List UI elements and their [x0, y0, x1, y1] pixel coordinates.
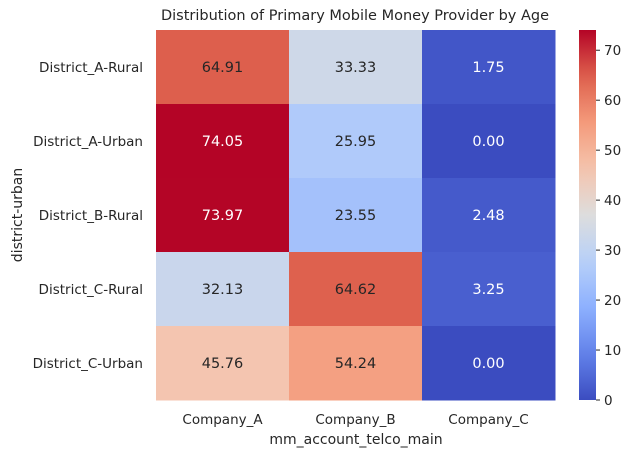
heatmap-cell-5-2	[289, 326, 423, 401]
cell-value-label: 23.55	[335, 208, 377, 224]
cell-value-label: 33.33	[335, 60, 377, 76]
cell-value-label: 1.75	[472, 60, 504, 76]
cell-value-label: 64.62	[335, 282, 377, 298]
x-tick-label: Company_A	[182, 412, 263, 428]
colorbar-tick-label: 70	[604, 43, 621, 59]
colorbar	[579, 30, 596, 400]
heatmap-cell-1-3	[422, 30, 556, 105]
colorbar-tick-label: 60	[604, 93, 621, 109]
y-axis-ticks: District_A-Rural District_A-Urban District…	[33, 60, 143, 372]
colorbar-tick-label: 50	[604, 143, 621, 159]
cell-value-label: 73.97	[202, 208, 244, 224]
y-tick-label: District_A-Urban	[33, 134, 143, 150]
cell-value-label: 45.76	[202, 356, 244, 372]
colorbar-tick-label: 10	[604, 343, 621, 359]
cell-value-label: 54.24	[335, 356, 377, 372]
y-tick-label: District_C-Urban	[33, 356, 143, 372]
x-tick-label: Company_B	[315, 412, 395, 428]
heatmap-cell-5-3	[422, 326, 556, 401]
cell-value-label: 25.95	[335, 134, 377, 150]
heatmap-cell-2-1	[156, 104, 290, 179]
y-tick-label: District_C-Rural	[39, 282, 143, 298]
cell-value-label: 0.00	[472, 134, 504, 150]
colorbar-tick-label: 30	[604, 243, 621, 259]
heatmap-cell-labels: 64.91 33.33 1.75 74.05 25.95 0.00 73.97 23.55 2.…	[202, 60, 505, 372]
cell-value-label: 74.05	[202, 134, 244, 150]
y-tick-label: District_B-Rural	[39, 208, 143, 224]
cell-value-label: 0.00	[472, 356, 504, 372]
cell-value-label: 2.48	[472, 208, 504, 224]
heatmap-cell-1-1	[156, 30, 290, 105]
heatmap-cell-3-2	[289, 178, 423, 253]
cell-value-label: 64.91	[202, 60, 244, 76]
colorbar-tick-label: 20	[604, 293, 621, 309]
heatmap-cell-1-2	[289, 30, 423, 105]
chart-title: Distribution of Primary Mobile Money Pro…	[161, 8, 549, 24]
heatmap-cell-4-3	[422, 252, 556, 327]
colorbar-tick-label: 0	[604, 393, 613, 409]
cell-value-label: 32.13	[202, 282, 244, 298]
heatmap-cell-4-2	[289, 252, 423, 327]
colorbar-ticks: 0 10 20 30 40 50 60 70	[596, 43, 621, 409]
heatmap-cell-3-1	[156, 178, 290, 253]
colorbar-tick-label: 40	[604, 193, 621, 209]
x-tick-label: Company_C	[448, 412, 528, 428]
heatmap-cell-2-3	[422, 104, 556, 179]
heatmap-cell-3-3	[422, 178, 556, 253]
x-axis-ticks: Company_A Company_B Company_C	[182, 412, 528, 428]
y-tick-label: District_A-Rural	[39, 60, 143, 76]
heatmap-cell-5-1	[156, 326, 290, 401]
heatmap-cell-4-1	[156, 252, 290, 327]
y-axis-label: district-urban	[10, 168, 26, 262]
heatmap-cells	[156, 30, 556, 401]
heatmap-cell-2-2	[289, 104, 423, 179]
cell-value-label: 3.25	[472, 282, 504, 298]
x-axis-label: mm_account_telco_main	[269, 432, 442, 448]
